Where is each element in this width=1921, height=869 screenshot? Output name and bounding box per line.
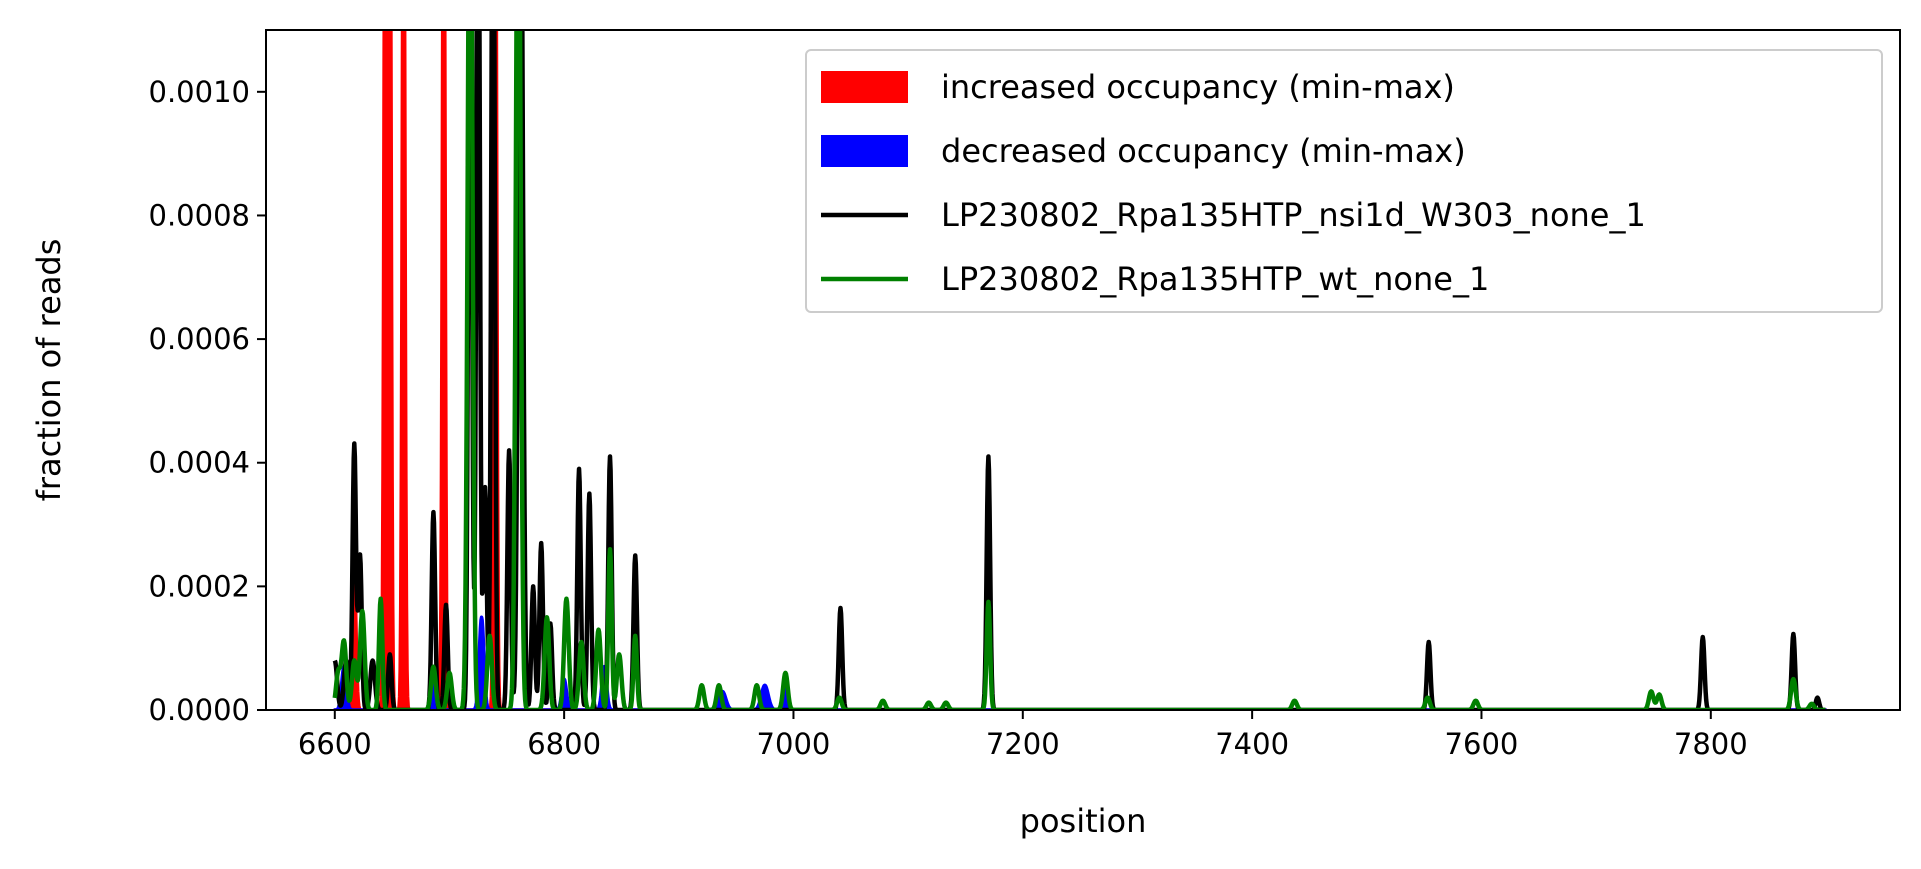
y-tick-label: 0.0006 (149, 322, 250, 356)
x-tick-label: 7200 (986, 727, 1060, 761)
plot-frame (265, 29, 1901, 711)
y-tick-label: 0.0004 (149, 446, 250, 480)
legend-label: decreased occupancy (min-max) (941, 132, 1466, 170)
x-tick-label: 6600 (298, 727, 372, 761)
legend-swatch (821, 71, 908, 103)
x-tick-label: 7000 (757, 727, 831, 761)
x-axis-title: position (1020, 802, 1147, 840)
legend-label: LP230802_Rpa135HTP_wt_none_1 (941, 260, 1489, 298)
x-tick-label: 7400 (1215, 727, 1289, 761)
series-layer (332, 30, 1828, 710)
series-3-line (332, 30, 1828, 710)
x-tick-label: 7800 (1674, 727, 1748, 761)
y-tick-label: 0.0000 (149, 693, 250, 727)
x-tick-label: 6800 (527, 727, 601, 761)
ticks-layer: 6600 6800 7000 7200 7400 7600 7800 0.0000 0.0002… (149, 75, 1748, 761)
y-tick-label: 0.0002 (149, 569, 250, 603)
legend-label: increased occupancy (min-max) (941, 68, 1455, 106)
y-tick-label: 0.0008 (149, 198, 250, 232)
x-tick-label: 7600 (1445, 727, 1519, 761)
y-axis-title: fraction of reads (30, 239, 68, 502)
y-tick-label: 0.0010 (149, 75, 250, 109)
legend-swatch (821, 135, 908, 167)
legend-frame (805, 49, 1883, 313)
legend: increased occupancy (min-max) decreased o… (805, 49, 1883, 313)
legend-label: LP230802_Rpa135HTP_nsi1d_W303_none_1 (941, 196, 1646, 234)
